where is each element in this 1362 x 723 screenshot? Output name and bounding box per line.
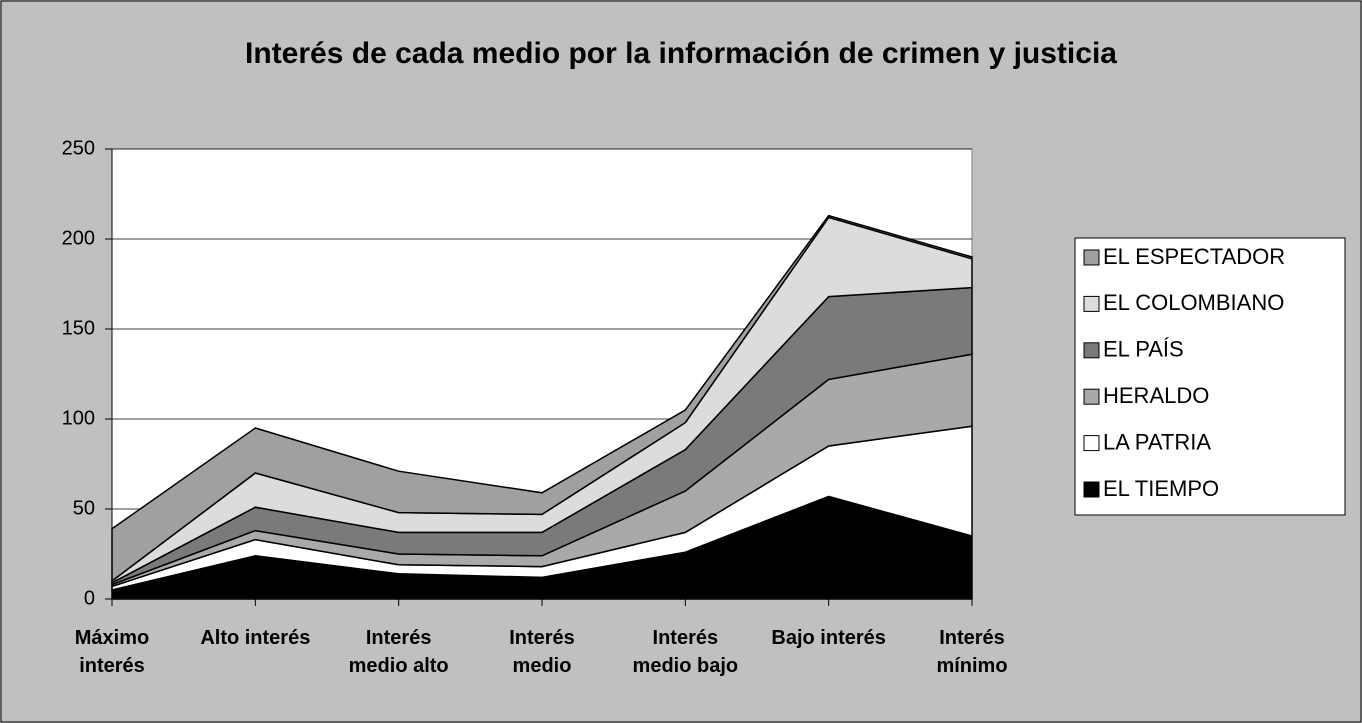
legend-swatch	[1083, 295, 1100, 312]
legend-swatch	[1083, 342, 1100, 359]
chart-title: Interés de cada medio por la información…	[245, 37, 1117, 70]
legend-label: HERALDO	[1103, 383, 1209, 408]
legend-label: EL TIEMPO	[1103, 476, 1219, 501]
y-tick-label: 100	[62, 407, 95, 429]
legend-swatch	[1083, 435, 1100, 452]
x-tick-label: Interés mínimo	[936, 627, 1008, 677]
area	[111, 214, 973, 583]
x-tick-label: Interés medio	[509, 627, 575, 677]
y-tick-label: 50	[73, 497, 95, 519]
legend-label: EL PAÍS	[1103, 337, 1184, 362]
legend-swatch	[1083, 481, 1100, 498]
legend-label: EL ESPECTADOR	[1103, 244, 1285, 269]
x-tick-label: Máximo interés	[74, 627, 150, 677]
x-tick-label: Bajo interés	[771, 627, 886, 649]
x-tick-label: Interés medio bajo	[632, 627, 739, 677]
legend-label: LA PATRIA	[1103, 429, 1211, 454]
y-tick-label: 150	[62, 317, 95, 339]
legend-swatch	[1083, 249, 1100, 266]
legend-swatch	[1083, 388, 1100, 405]
legend-label: EL COLOMBIANO	[1103, 290, 1284, 315]
y-tick-label: 0	[84, 587, 95, 609]
x-tick-label: Interés medio alto	[348, 627, 449, 677]
x-tick-label: Alto interés	[200, 627, 311, 649]
y-tick-label: 200	[62, 227, 95, 249]
y-tick-label: 250	[62, 137, 95, 159]
legend	[1074, 237, 1346, 516]
